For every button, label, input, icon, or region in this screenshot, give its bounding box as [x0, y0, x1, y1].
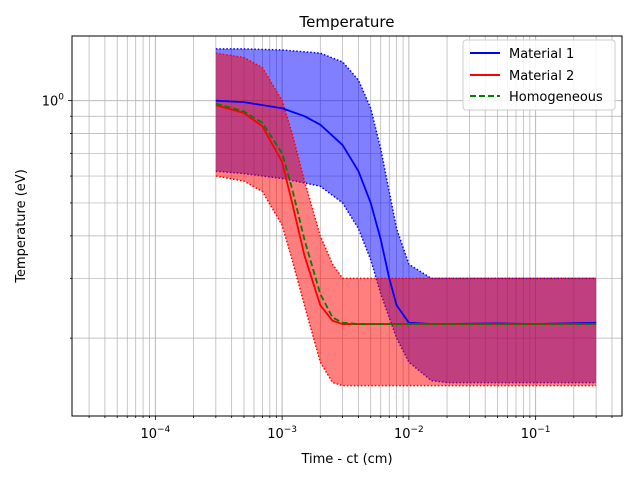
uncertainty-bands — [215, 48, 597, 387]
axis-ticks: 10−4 10−3 10−2 10−1 100 — [42, 93, 613, 442]
band-lower-material-2 — [215, 175, 597, 387]
plot-frame — [71, 35, 623, 417]
x-axis-label: Time - ct (cm) — [300, 452, 392, 467]
x-tick-label: 10−4 — [140, 425, 170, 442]
band-upper-material-2 — [215, 52, 597, 280]
y-axis-label: Temperature (eV) — [14, 169, 29, 284]
series-lines — [215, 99, 597, 325]
band-material-2 — [215, 53, 597, 386]
y-tick-label: 100 — [42, 93, 65, 110]
legend-label-material-2: Material 2 — [509, 69, 574, 84]
legend-box — [462, 39, 616, 111]
x-tick-label: 10−3 — [267, 425, 297, 442]
x-tick-label: 10−1 — [521, 425, 551, 442]
legend: Material 1 Material 2 Homogeneous — [462, 39, 616, 111]
chart-title: Temperature — [298, 13, 394, 31]
line-homogeneous — [215, 102, 597, 325]
legend-label-homogeneous: Homogeneous — [509, 90, 603, 105]
legend-label-material-1: Material 1 — [509, 47, 574, 62]
x-tick-label: 10−2 — [394, 425, 424, 442]
